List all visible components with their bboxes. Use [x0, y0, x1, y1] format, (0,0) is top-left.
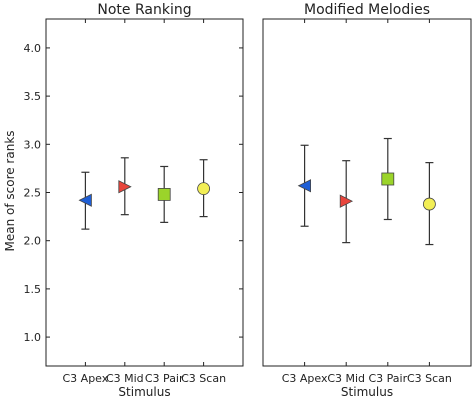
y-tick-label: 2.5 — [24, 187, 42, 200]
x-axis-label: Stimulus — [118, 385, 170, 399]
x-tick-label: C3 Scan — [181, 372, 226, 385]
x-tick-label: C3 Pair — [145, 372, 184, 385]
x-tick-label: C3 Mid — [327, 372, 365, 385]
plot-frame — [45, 18, 244, 367]
modified-melodies-panel: Modified Melodies C3 Apex C3 Mid C3 Pair C3 … — [262, 2, 472, 399]
data-point — [197, 182, 211, 196]
x-tick-label: C3 Pair — [368, 372, 407, 385]
y-tick-label: 1.0 — [24, 331, 42, 344]
data-point — [157, 188, 171, 201]
x-tick-label: C3 Apex — [282, 372, 328, 385]
data-point — [422, 197, 436, 211]
y-tick-label: 3.0 — [24, 138, 42, 151]
y-tick-label: 4.0 — [24, 42, 42, 55]
note-ranking-panel: Note Ranking 1.0 1.5 2.0 2.5 3.0 3.5 4.0 C3 Apex… — [24, 2, 244, 399]
data-point — [78, 193, 92, 207]
x-axis-label: Stimulus — [341, 385, 393, 399]
y-tick-label: 1.5 — [24, 283, 42, 296]
x-tick-label: C3 Scan — [407, 372, 452, 385]
data-point — [118, 180, 132, 194]
data-point — [297, 179, 312, 193]
x-tick-label: C3 Mid — [106, 372, 144, 385]
chart-title: Modified Melodies — [304, 2, 430, 18]
data-point — [381, 172, 395, 186]
y-tick-label: 2.0 — [24, 235, 42, 248]
y-axis-label: Mean of score ranks — [3, 130, 17, 251]
plot-frame — [262, 18, 472, 367]
x-tick-label: C3 Apex — [63, 372, 109, 385]
y-tick-label: 3.5 — [24, 90, 42, 103]
data-point — [339, 194, 354, 208]
chart-title: Note Ranking — [97, 2, 191, 18]
